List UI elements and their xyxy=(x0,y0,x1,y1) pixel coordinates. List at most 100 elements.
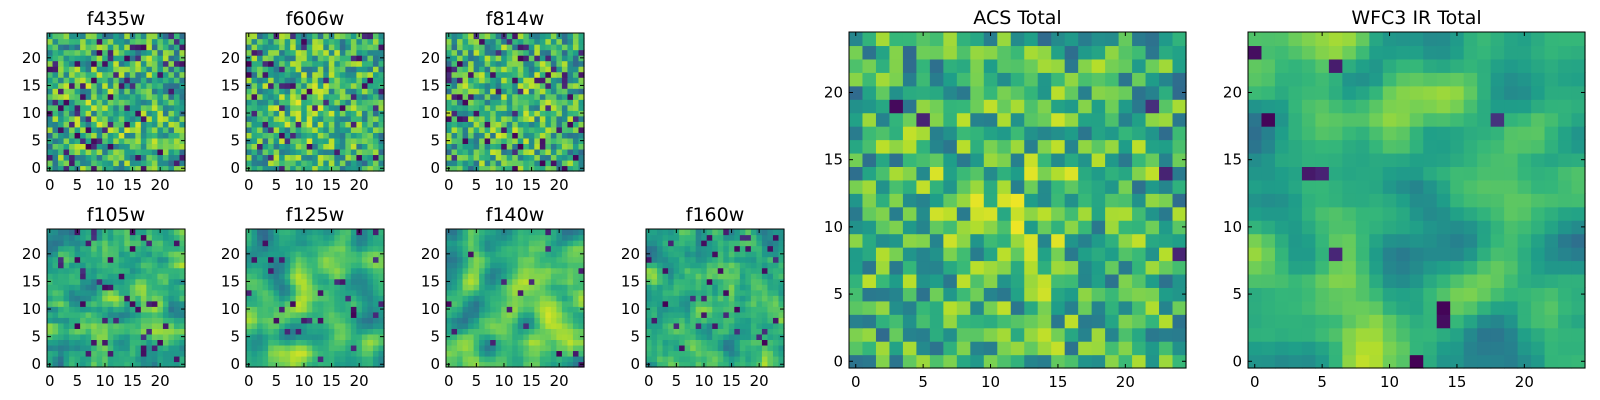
x-tick-label: 0 xyxy=(444,372,454,390)
heatmap-cell xyxy=(69,322,76,329)
heatmap-cell xyxy=(572,132,580,139)
heatmap-cell xyxy=(107,115,114,122)
heatmap-cell xyxy=(761,245,769,252)
heatmap-cell xyxy=(290,159,297,167)
heatmap-cell xyxy=(356,289,363,296)
heatmap-cell xyxy=(567,311,574,318)
heatmap-cell xyxy=(273,49,280,56)
heatmap-cell xyxy=(862,233,877,248)
heatmap-cell xyxy=(284,251,291,258)
heatmap-cell xyxy=(157,110,164,117)
heatmap-cell xyxy=(501,82,508,89)
heatmap-cell xyxy=(916,179,931,194)
heatmap-cell xyxy=(113,361,120,368)
heatmap-cell xyxy=(268,295,275,302)
heatmap-cell xyxy=(545,66,552,73)
heatmap-cell xyxy=(85,284,92,291)
heatmap-cell xyxy=(473,38,480,45)
heatmap-cell xyxy=(80,344,87,352)
heatmap-cell xyxy=(345,165,352,172)
heatmap-cell xyxy=(85,245,92,252)
heatmap-cell xyxy=(107,284,114,291)
heatmap-cell xyxy=(96,289,103,296)
heatmap-cell xyxy=(80,126,87,133)
heatmap-cell xyxy=(684,278,691,285)
heatmap-cell xyxy=(323,99,330,106)
heatmap-cell xyxy=(339,49,346,56)
heatmap-cell xyxy=(446,143,453,150)
heatmap-cell xyxy=(140,311,147,318)
heatmap-cell xyxy=(301,284,308,291)
heatmap-cell xyxy=(479,333,486,340)
heatmap-cell xyxy=(970,220,985,235)
heatmap-cell xyxy=(173,110,181,117)
heatmap-cell xyxy=(1064,179,1079,194)
heatmap-cell xyxy=(113,300,120,307)
x-tick-label: 20 xyxy=(550,372,569,390)
heatmap-cell xyxy=(295,110,302,117)
heatmap-cell xyxy=(651,262,658,269)
heatmap-cell xyxy=(545,289,552,296)
heatmap-cell xyxy=(312,77,319,84)
heatmap-cell xyxy=(306,71,313,78)
heatmap-cell xyxy=(1064,314,1079,329)
heatmap-cell xyxy=(96,66,103,73)
heatmap-cell xyxy=(328,355,335,363)
heatmap-cell xyxy=(295,344,302,352)
heatmap-cell xyxy=(473,278,480,285)
heatmap-cell xyxy=(717,295,724,302)
heatmap-cell xyxy=(268,44,275,51)
heatmap-cell xyxy=(124,350,131,357)
heatmap-cell xyxy=(1024,260,1039,275)
heatmap-cell xyxy=(695,317,702,324)
heatmap-cell xyxy=(268,273,275,280)
heatmap-cell xyxy=(556,55,563,62)
heatmap-cell xyxy=(96,126,103,133)
heatmap-cell xyxy=(501,267,508,274)
heatmap-cell xyxy=(85,240,92,247)
heatmap-cell xyxy=(534,295,541,302)
heatmap-cell xyxy=(378,350,385,357)
heatmap-cell xyxy=(113,93,120,100)
heatmap-cell xyxy=(124,154,131,161)
heatmap-cell xyxy=(728,355,735,363)
heatmap-cell xyxy=(85,143,92,150)
heatmap-cell xyxy=(279,317,286,324)
heatmap-cell xyxy=(501,234,508,241)
heatmap-cell xyxy=(146,306,153,313)
heatmap-cell xyxy=(312,132,319,139)
heatmap-cell xyxy=(135,110,142,117)
heatmap-cell xyxy=(1051,179,1066,194)
heatmap-cell xyxy=(473,251,480,258)
heatmap-cell xyxy=(1105,314,1120,329)
heatmap-cell xyxy=(102,88,109,95)
heatmap-cell xyxy=(479,143,486,150)
heatmap-cell xyxy=(473,234,480,241)
heatmap-cell xyxy=(113,284,120,291)
heatmap-cell xyxy=(739,267,746,274)
heatmap-cell xyxy=(317,82,324,89)
heatmap-cell xyxy=(668,295,675,302)
heatmap-cell xyxy=(58,267,65,274)
heatmap-cell xyxy=(750,278,757,285)
heatmap-cell xyxy=(451,99,458,106)
heatmap-cell xyxy=(1064,247,1079,262)
heatmap-cell xyxy=(146,104,153,111)
heatmap-cell xyxy=(484,66,491,73)
heatmap-cell xyxy=(63,148,70,156)
heatmap-cell xyxy=(578,355,585,363)
heatmap-cell xyxy=(257,71,264,78)
x-tick-label: 5 xyxy=(73,176,83,194)
heatmap-cell xyxy=(506,333,513,340)
heatmap-cell xyxy=(367,267,374,274)
heatmap-cell xyxy=(58,344,65,352)
heatmap-cell xyxy=(662,256,669,263)
heatmap-cell xyxy=(684,295,691,302)
heatmap-cell xyxy=(490,245,497,252)
heatmap-cell xyxy=(728,284,735,291)
heatmap-cell xyxy=(135,344,142,352)
heatmap-cell xyxy=(506,93,513,100)
heatmap-cell xyxy=(246,104,253,111)
heatmap-cell xyxy=(561,339,569,346)
